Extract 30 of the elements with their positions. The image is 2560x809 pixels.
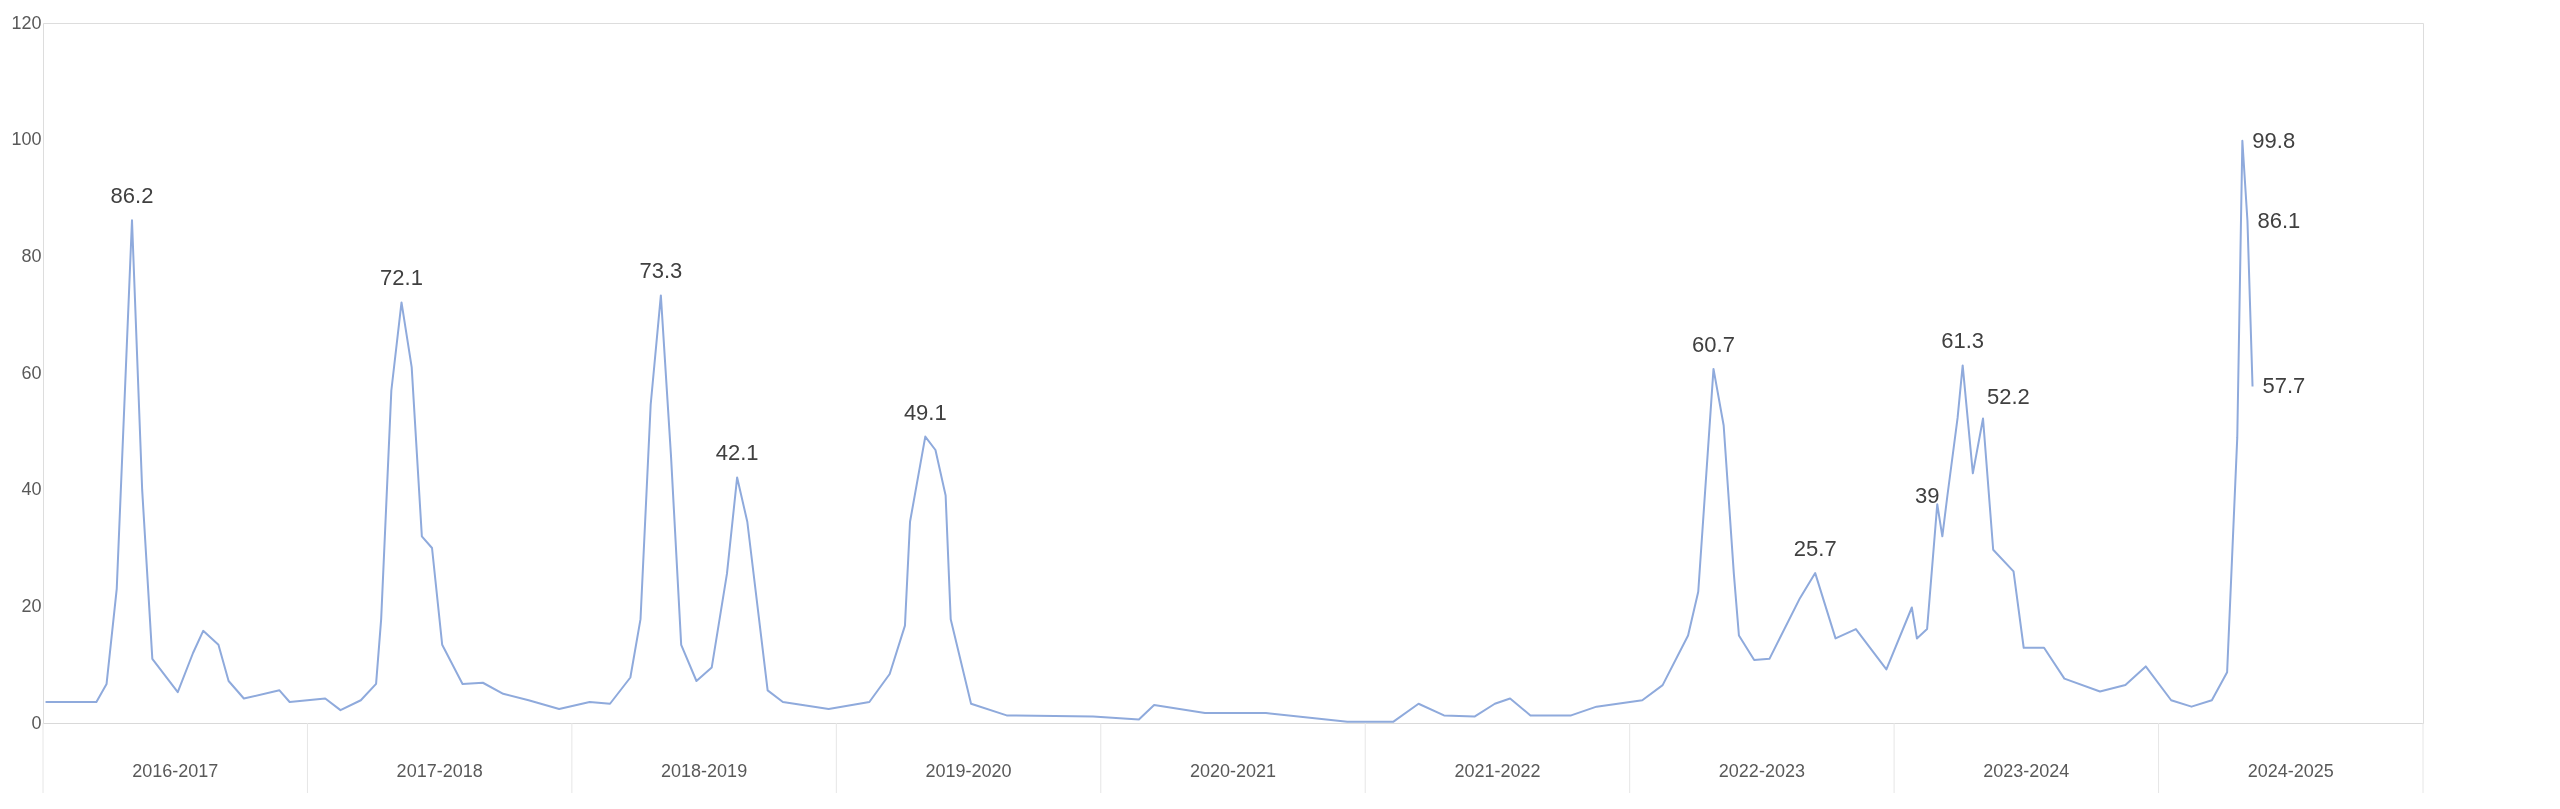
y-tick-label: 0 [31,712,42,733]
data-label: 60.7 [1692,331,1735,357]
y-tick-label: 40 [21,479,42,500]
text: 2023-2024 [1983,761,2070,781]
text: 2017-2018 [396,761,483,781]
data-label: 42.1 [715,440,759,466]
data-label: 52.2 [1987,383,2030,409]
data-label: 25.7 [1793,536,1837,562]
line-series [44,139,2254,723]
text: 2018-2019 [661,761,748,781]
data-label: 86.1 [2257,207,2301,233]
data-label: 49.1 [903,399,947,425]
data-label: 72.1 [380,265,423,291]
text: 2019-2020 [925,761,1012,781]
y-tick-label: 120 [11,12,42,33]
data-label: 73.3 [639,258,683,284]
y-tick-label: 100 [11,129,42,150]
y-tick-label: 60 [21,362,42,383]
data-label: 86.2 [110,183,154,209]
y-tick-label: 80 [21,245,42,266]
y-tick-label: 20 [21,595,42,616]
text: 2021-2022 [1454,761,1541,781]
text: 2020-2021 [1189,761,1277,781]
data-label: 39 [1914,482,1940,508]
text: 2022-2023 [1718,761,1805,781]
data-label: 61.3 [1941,328,1985,354]
text: 2024-2025 [2247,761,2334,781]
data-label: 57.7 [2262,373,2306,399]
data-label: 99.8 [2252,127,2296,153]
text: 2016-2017 [132,761,219,781]
